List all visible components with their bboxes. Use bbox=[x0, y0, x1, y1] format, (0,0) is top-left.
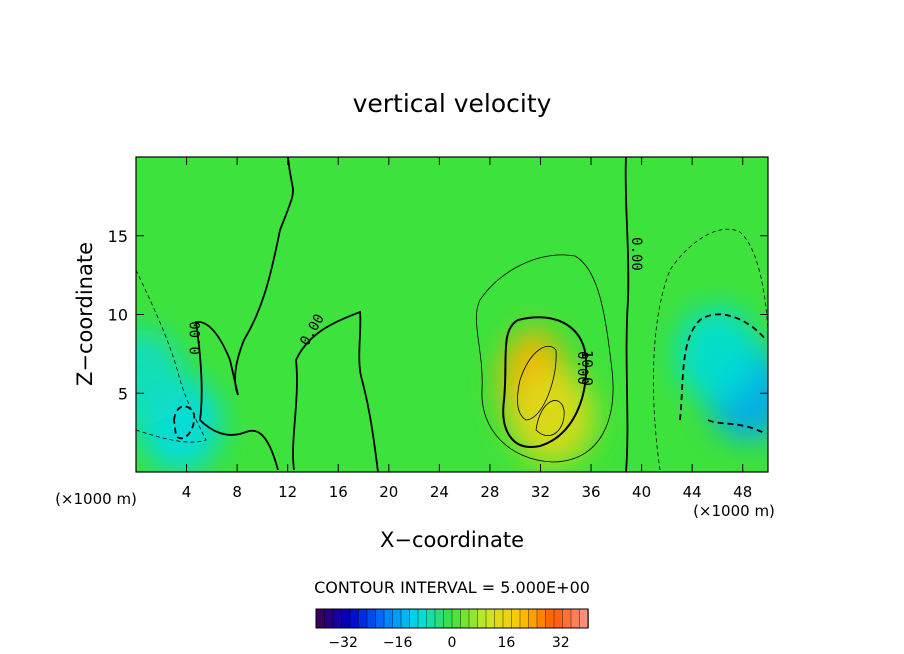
contour-lines bbox=[136, 157, 768, 472]
y-tick-label: 5 bbox=[118, 384, 128, 403]
x-tick-label: 20 bbox=[379, 483, 398, 501]
x-tick-label: 44 bbox=[683, 483, 702, 501]
x-tick-label: 12 bbox=[278, 483, 297, 501]
x-tick-label: 32 bbox=[531, 483, 550, 501]
colorbar-cell bbox=[332, 608, 343, 629]
x-tick-label: 36 bbox=[581, 483, 600, 501]
colorbar-cell bbox=[579, 608, 589, 629]
plot-field bbox=[136, 157, 768, 472]
colorbar-cell bbox=[315, 608, 326, 629]
y-axis: 5 10 15 bbox=[108, 227, 768, 403]
field-updraft-1 bbox=[511, 368, 596, 465]
x-tick-label: 8 bbox=[232, 483, 242, 501]
colorbar-cell bbox=[468, 608, 479, 629]
colorbar-cell bbox=[358, 608, 368, 629]
colorbar-cell bbox=[477, 608, 487, 629]
x-tick-label: 28 bbox=[480, 483, 499, 501]
x-tick-label: 16 bbox=[329, 483, 348, 501]
colorbar-tick-label: −16 bbox=[383, 635, 413, 651]
colorbar-cell bbox=[494, 608, 504, 629]
colorbar-tick-label: 0 bbox=[448, 635, 457, 651]
contour-label: 0.00 bbox=[628, 237, 644, 271]
x-unit-left: (×1000 m) bbox=[55, 490, 137, 508]
x-unit-right: (×1000 m) bbox=[693, 502, 775, 520]
colorbar-cell bbox=[443, 608, 453, 629]
colorbar-cell bbox=[536, 608, 547, 629]
colorbar-cell bbox=[545, 608, 555, 629]
colorbar-cell bbox=[324, 608, 334, 629]
colorbar-cell bbox=[511, 608, 521, 629]
colorbar-cell bbox=[417, 608, 428, 629]
colorbar-cell bbox=[392, 608, 402, 629]
y-tick-label: 15 bbox=[108, 227, 128, 246]
colorbar-cell bbox=[366, 608, 377, 629]
contour-label: 10.0 bbox=[578, 350, 596, 386]
colorbar-ticks: −32 −16 0 16 32 bbox=[328, 635, 569, 651]
x-tick-label: 40 bbox=[632, 483, 651, 501]
colorbar-cell bbox=[460, 608, 470, 629]
x-axis: 4 8 12 16 20 24 28 32 36 40 44 48 bbox=[182, 157, 752, 501]
colorbar-cell bbox=[519, 608, 530, 629]
colorbar-cell bbox=[485, 608, 496, 629]
colorbar-cell bbox=[341, 608, 351, 629]
colorbar-cell bbox=[375, 608, 385, 629]
contour-label: 0.00 bbox=[188, 321, 204, 355]
colorbar-cell bbox=[434, 608, 445, 629]
colorbar-tick-label: 32 bbox=[552, 635, 570, 651]
colorbar-cell bbox=[562, 608, 572, 629]
colorbar-frame bbox=[315, 608, 589, 629]
x-tick-label: 24 bbox=[430, 483, 449, 501]
colorbar-cell bbox=[400, 608, 411, 629]
colorbar bbox=[315, 608, 589, 629]
y-axis-label: Z−coordinate bbox=[73, 242, 97, 386]
colorbar-tick-label: 16 bbox=[497, 635, 515, 651]
field-downdraft-3 bbox=[675, 305, 760, 402]
field-downdraft-5 bbox=[136, 329, 185, 426]
x-tick-label: 4 bbox=[182, 483, 192, 501]
contour-interval-text: CONTOUR INTERVAL = 5.000E+00 bbox=[314, 578, 590, 597]
colorbar-cell bbox=[409, 608, 419, 629]
colorbar-tick-label: −32 bbox=[328, 635, 358, 651]
colorbar-cell bbox=[502, 608, 513, 629]
y-tick-label: 10 bbox=[108, 306, 128, 325]
colorbar-cell bbox=[528, 608, 538, 629]
x-axis-label: X−coordinate bbox=[380, 528, 524, 552]
colorbar-cell bbox=[383, 608, 394, 629]
field-background bbox=[136, 157, 768, 472]
colorbar-cell bbox=[451, 608, 462, 629]
contour-label: 0.00 bbox=[574, 351, 590, 385]
colorbar-cell bbox=[570, 608, 581, 629]
colorbar-cell bbox=[553, 608, 564, 629]
colorbar-cell bbox=[426, 608, 436, 629]
colorbar-cell bbox=[349, 608, 360, 629]
x-tick-label: 48 bbox=[733, 483, 752, 501]
chart-title: vertical velocity bbox=[353, 89, 552, 118]
